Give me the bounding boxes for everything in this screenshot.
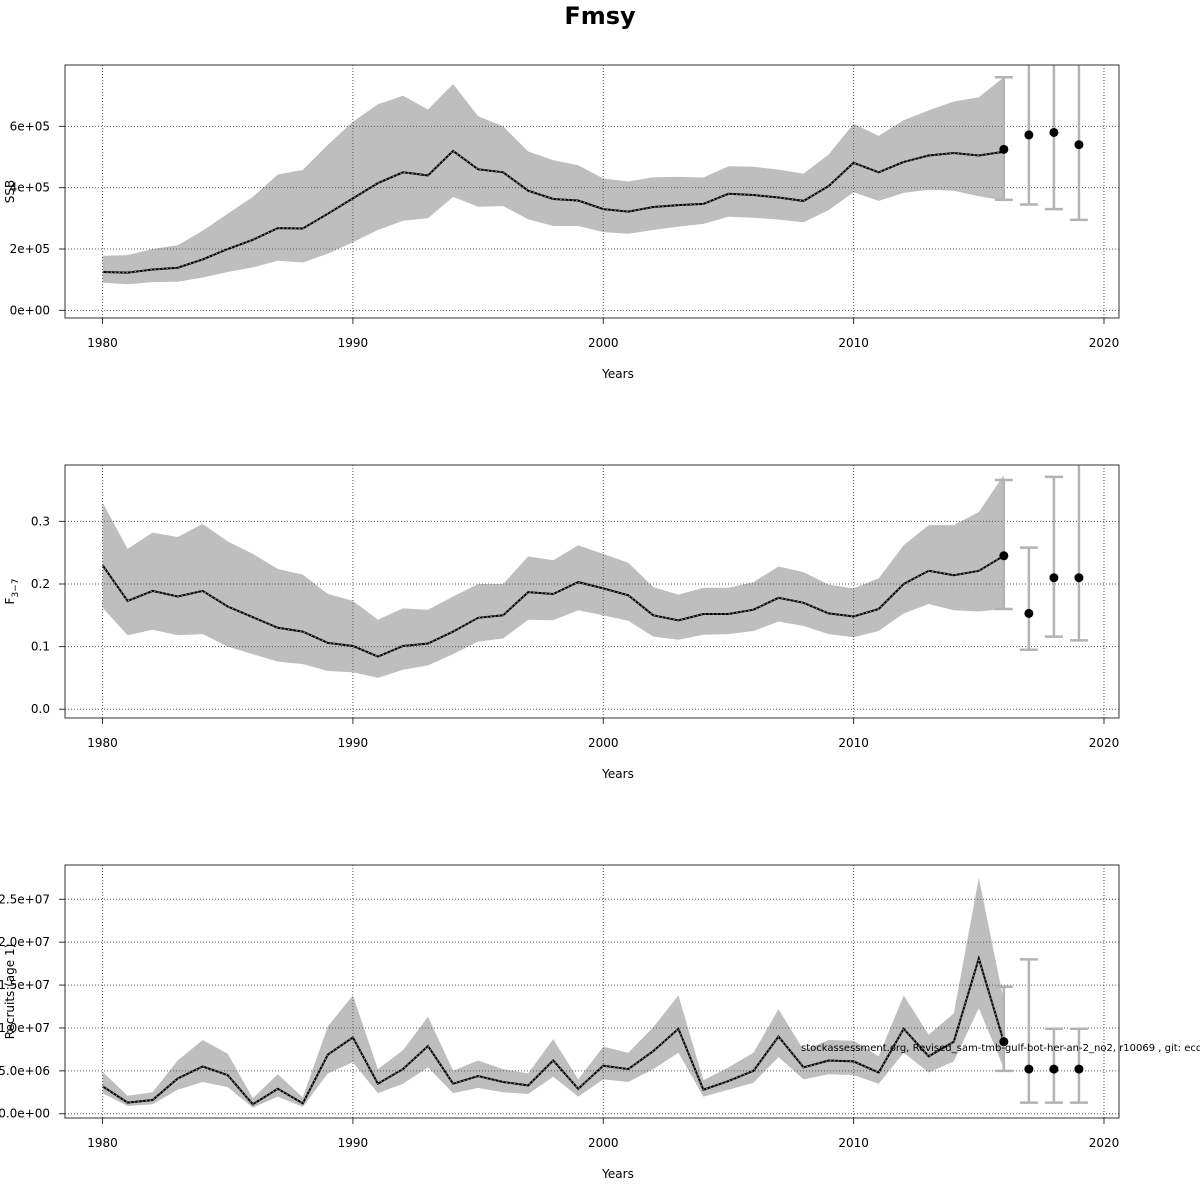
forecast-point-2019: [1074, 1064, 1084, 1074]
y-tick-label: 4e+05: [10, 181, 50, 195]
panel-ssb: 1980 1990 2000 2010 2020 0e+00 2e+05 4e+05 6e+05…: [3, 64, 1120, 381]
x-tick-label: 1980: [87, 1136, 118, 1150]
forecast-point-2016: [999, 1037, 1009, 1047]
x-tick-label: 2000: [588, 736, 619, 750]
footnote-text: stockassessment.org, Revised_sam-tmb-gul…: [801, 1043, 1200, 1054]
y-tick-label: 2.0e+07: [0, 935, 50, 949]
forecast-point-2016: [999, 551, 1009, 561]
x-tick-label: 2020: [1089, 1136, 1120, 1150]
forecast-point-2018: [1049, 127, 1059, 137]
y-tick-label: 0.1: [31, 640, 50, 654]
x-tick-label: 1980: [87, 736, 118, 750]
forecast-point-2017: [1024, 1064, 1034, 1074]
panel-fbar: 1980 1990 2000 2010 2020 0.0 0.1 0.2 0.3 Years F3−…: [3, 464, 1120, 781]
forecast-point-2018: [1049, 573, 1059, 583]
y-tick-label: 5.0e+06: [0, 1064, 50, 1078]
y-axis-title: Recruits (age 1): [3, 944, 17, 1040]
x-tick-label: 1990: [338, 1136, 369, 1150]
x-tick-label: 2010: [838, 336, 869, 350]
x-tick-label: 2020: [1089, 336, 1120, 350]
forecast-point-2019: [1074, 140, 1084, 150]
y-tick-label: 2.5e+07: [0, 892, 50, 906]
confidence-band-ssb: [102, 77, 1004, 285]
plot-frame: [64, 64, 1120, 319]
forecast-point-2017: [1024, 608, 1034, 618]
x-tick-label: 1980: [87, 336, 118, 350]
forecast-point-2017: [1024, 130, 1034, 140]
y-axis-title: SSB: [3, 180, 17, 203]
x-tick-label: 2010: [838, 1136, 869, 1150]
y-tick-label: 1.0e+07: [0, 1021, 50, 1035]
panel-recruits: 1980 1990 2000 2010 2020 0.0e+00 5.0e+06 1.0e+0…: [0, 864, 1120, 1181]
chart-main-title: Fmsy: [564, 2, 636, 30]
y-tick-label: 1.5e+07: [0, 978, 50, 992]
estimate-line-fbar: [101, 554, 1005, 658]
y-tick-label: 0.0e+00: [0, 1107, 50, 1121]
plot-frame: [64, 864, 1120, 1119]
forecast-point-2018: [1049, 1064, 1059, 1074]
y-axis-title: F3−7: [3, 579, 21, 605]
y-tick-label: 0.0: [31, 702, 50, 716]
x-tick-label: 2000: [588, 1136, 619, 1150]
confidence-band-fbar: [102, 475, 1004, 678]
y-tick-label: 6e+05: [10, 119, 50, 133]
x-tick-label: 2010: [838, 736, 869, 750]
forecast-point-2019: [1074, 573, 1084, 583]
x-axis-title: Years: [601, 1167, 634, 1181]
y-tick-label: 0.2: [31, 577, 50, 591]
forecast-point-2016: [999, 144, 1009, 154]
plot-frame: [64, 464, 1120, 719]
x-tick-label: 2020: [1089, 736, 1120, 750]
y-tick-label: 0.3: [31, 514, 50, 528]
x-axis-title: Years: [601, 367, 634, 381]
x-tick-label: 1990: [338, 336, 369, 350]
confidence-band-recruits: [102, 877, 1004, 1108]
y-tick-label: 0e+00: [10, 303, 50, 317]
estimate-line-dots-ssb: [102, 150, 1004, 274]
y-tick-label: 2e+05: [10, 242, 50, 256]
x-tick-label: 2000: [588, 336, 619, 350]
estimate-line-dots-recruits: [102, 956, 1005, 1105]
x-tick-label: 1990: [338, 736, 369, 750]
x-axis-title: Years: [601, 767, 634, 781]
